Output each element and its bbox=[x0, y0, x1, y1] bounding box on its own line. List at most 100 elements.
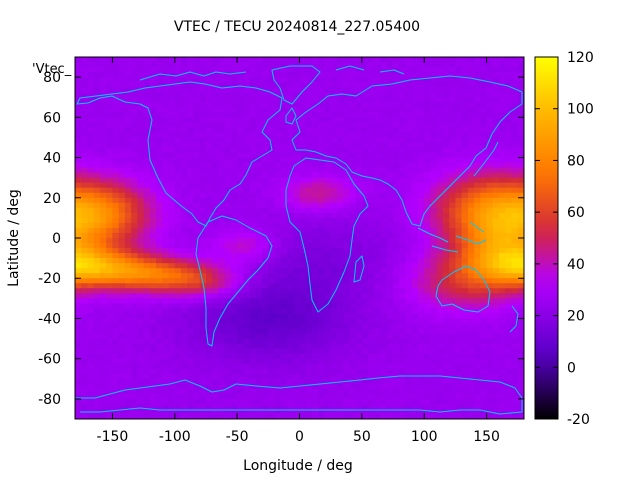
heatmap-cell bbox=[486, 62, 494, 68]
heatmap-cell bbox=[467, 348, 475, 355]
heatmap-cell bbox=[417, 67, 425, 73]
heatmap-cell bbox=[318, 87, 326, 93]
heatmap-cell bbox=[393, 117, 400, 123]
heatmap-cell bbox=[162, 298, 170, 304]
heatmap-cell bbox=[181, 232, 188, 239]
heatmap-cell bbox=[268, 253, 276, 259]
heatmap-cell bbox=[343, 87, 350, 93]
heatmap-cell bbox=[255, 67, 263, 73]
heatmap-cell bbox=[405, 207, 413, 214]
heatmap-cell bbox=[355, 388, 363, 395]
heatmap-cell bbox=[505, 358, 513, 365]
heatmap-cell bbox=[368, 328, 375, 335]
heatmap-cell bbox=[75, 308, 82, 315]
heatmap-cell bbox=[118, 303, 126, 309]
heatmap-cell bbox=[131, 248, 138, 254]
heatmap-cell bbox=[193, 82, 201, 88]
heatmap-cell bbox=[124, 308, 132, 315]
heatmap-cell bbox=[93, 152, 101, 159]
heatmap-cell bbox=[112, 348, 120, 355]
heatmap-cell bbox=[517, 162, 524, 169]
heatmap-cell bbox=[87, 238, 95, 244]
heatmap-cell bbox=[324, 227, 332, 234]
heatmap-cell bbox=[442, 187, 450, 194]
heatmap-cell bbox=[156, 102, 163, 108]
heatmap-cell bbox=[399, 72, 407, 78]
heatmap-cell bbox=[361, 107, 369, 113]
heatmap-cell bbox=[87, 278, 95, 284]
heatmap-cell bbox=[492, 383, 500, 390]
heatmap-cell bbox=[280, 117, 288, 123]
heatmap-cell bbox=[449, 303, 457, 309]
heatmap-cell bbox=[99, 298, 107, 304]
heatmap-cell bbox=[461, 268, 469, 274]
heatmap-cell bbox=[424, 288, 432, 294]
heatmap-cell bbox=[162, 67, 170, 73]
heatmap-cell bbox=[199, 278, 207, 284]
heatmap-cell bbox=[181, 273, 188, 279]
heatmap-cell bbox=[449, 102, 457, 108]
heatmap-cell bbox=[149, 338, 157, 345]
heatmap-cell bbox=[299, 333, 307, 340]
heatmap-cell bbox=[486, 353, 494, 360]
heatmap-cell bbox=[218, 403, 226, 410]
heatmap-cell bbox=[380, 142, 388, 149]
heatmap-cell bbox=[480, 328, 488, 335]
heatmap-cell bbox=[168, 333, 176, 340]
heatmap-cell bbox=[124, 142, 132, 149]
heatmap-cell bbox=[311, 132, 319, 139]
heatmap-cell bbox=[212, 137, 220, 144]
heatmap-cell bbox=[205, 373, 213, 380]
heatmap-cell bbox=[349, 368, 357, 375]
heatmap-cell bbox=[243, 373, 251, 380]
heatmap-cell bbox=[262, 283, 269, 289]
heatmap-cell bbox=[368, 273, 375, 279]
heatmap-cell bbox=[199, 353, 207, 360]
heatmap-cell bbox=[486, 142, 494, 149]
heatmap-cell bbox=[380, 343, 388, 350]
heatmap-cell bbox=[93, 363, 101, 370]
heatmap-cell bbox=[386, 82, 394, 88]
heatmap-cell bbox=[299, 192, 307, 199]
heatmap-cell bbox=[461, 97, 469, 103]
heatmap-cell bbox=[112, 132, 120, 139]
heatmap-cell bbox=[81, 258, 89, 264]
heatmap-cell bbox=[212, 358, 220, 365]
heatmap-cell bbox=[386, 258, 394, 264]
heatmap-cell bbox=[411, 278, 419, 284]
heatmap-cell bbox=[93, 112, 101, 118]
heatmap-cell bbox=[181, 202, 188, 209]
heatmap-cell bbox=[249, 192, 257, 199]
heatmap-cell bbox=[305, 102, 313, 108]
heatmap-cell bbox=[442, 102, 450, 108]
heatmap-cell bbox=[336, 122, 344, 128]
heatmap-cell bbox=[455, 152, 463, 159]
heatmap-cell bbox=[430, 298, 438, 304]
heatmap-cell bbox=[492, 217, 500, 224]
heatmap-cell bbox=[480, 87, 488, 93]
heatmap-cell bbox=[193, 92, 201, 98]
heatmap-cell bbox=[505, 268, 513, 274]
heatmap-cell bbox=[156, 97, 163, 103]
heatmap-cell bbox=[380, 373, 388, 380]
heatmap-cell bbox=[455, 227, 463, 234]
heatmap-cell bbox=[149, 363, 157, 370]
heatmap-cell bbox=[237, 323, 244, 330]
heatmap-cell bbox=[355, 378, 363, 385]
heatmap-cell bbox=[237, 278, 244, 284]
heatmap-cell bbox=[293, 92, 301, 98]
heatmap-cell bbox=[318, 393, 326, 400]
heatmap-cell bbox=[93, 238, 101, 244]
heatmap-cell bbox=[324, 222, 332, 229]
heatmap-cell bbox=[361, 323, 369, 330]
heatmap-cell bbox=[492, 373, 500, 380]
heatmap-cell bbox=[287, 112, 294, 118]
heatmap-cell bbox=[199, 313, 207, 320]
heatmap-cell bbox=[143, 217, 151, 224]
heatmap-cell bbox=[237, 338, 244, 345]
heatmap-cell bbox=[405, 378, 413, 385]
heatmap-cell bbox=[212, 147, 220, 154]
heatmap-cell bbox=[230, 348, 238, 355]
heatmap-cell bbox=[430, 102, 438, 108]
heatmap-cell bbox=[293, 222, 301, 229]
